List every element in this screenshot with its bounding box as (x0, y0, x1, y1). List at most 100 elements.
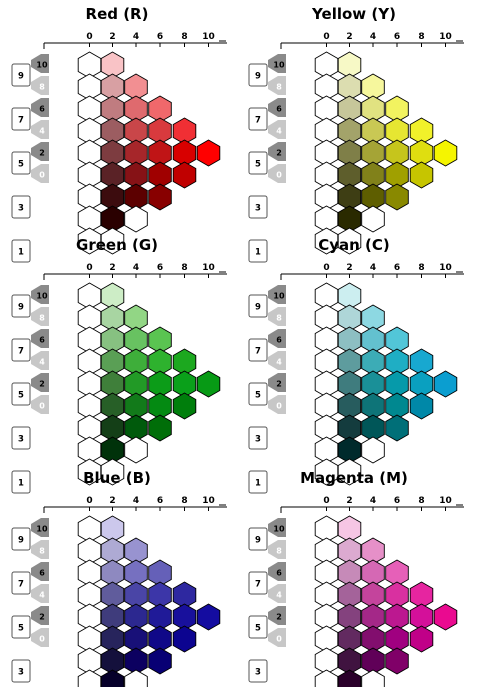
hexagon-color-swatch (172, 161, 197, 189)
hexagon-empty (124, 436, 148, 464)
scale-tick-label: 8 (418, 32, 424, 42)
hexagon-empty (337, 227, 362, 255)
hexagon-color-swatch (172, 370, 197, 398)
hexagon-color-swatch (337, 183, 362, 211)
step-box-odd (11, 63, 31, 87)
hexagon-color-swatch (409, 392, 434, 420)
step-box-odd (11, 239, 31, 263)
hexagon-color-swatch (124, 73, 148, 101)
hexagon-color-swatch (337, 95, 362, 123)
hexagon-color-swatch (433, 603, 458, 631)
step-label-even: 6 (39, 105, 45, 114)
hexagon-color-swatch (337, 139, 362, 167)
step-label-odd: 7 (255, 347, 261, 357)
hexagon-color-swatch (124, 537, 148, 565)
step-chevron-even (31, 351, 49, 370)
hexagon-color-swatch (124, 326, 148, 354)
hexagon-color-swatch (409, 139, 434, 167)
hexagon-color-swatch (100, 326, 125, 354)
step-label-odd: 3 (255, 435, 261, 445)
step-chevron-even (31, 518, 49, 537)
hexagon-color-swatch (433, 139, 458, 167)
step-box-odd (248, 571, 268, 595)
hexagon-color-swatch (433, 370, 458, 398)
hexagon-color-swatch (361, 559, 385, 587)
hexagon-color-swatch (148, 581, 172, 609)
step-label-even: 2 (276, 149, 282, 158)
hexagon-color-swatch (124, 414, 148, 442)
scale-tick-label: 6 (157, 263, 163, 273)
step-chevron-even (31, 628, 49, 647)
scale-tick-label: 10 (202, 263, 215, 273)
scale-tick-label: 4 (370, 263, 376, 273)
hexagon-color-swatch (148, 326, 172, 354)
step-label-even: 4 (39, 358, 45, 367)
hexagon-color-swatch (385, 370, 409, 398)
step-chevron-even (31, 395, 49, 414)
hexagon-color-swatch (172, 581, 197, 609)
hexagon-color-swatch (337, 559, 362, 587)
hexagon-color-swatch (148, 117, 172, 145)
hexagon-color-swatch (385, 414, 409, 442)
hexagon-color-swatch (361, 183, 385, 211)
scale-tick-label: 6 (157, 496, 163, 506)
hexagon-color-swatch (100, 183, 125, 211)
step-chevron-even (268, 54, 286, 73)
step-label-odd: 7 (255, 580, 261, 590)
step-label-odd: 7 (18, 347, 24, 357)
hexagon-color-swatch (337, 537, 362, 565)
step-label-even: 0 (39, 171, 45, 180)
hexagon-color-swatch (337, 603, 362, 631)
step-box-odd (11, 659, 31, 683)
scale-tick-label: 0 (323, 496, 329, 506)
step-box-odd (11, 338, 31, 362)
step-chevron-even (268, 584, 286, 603)
step-label-even: 4 (276, 358, 282, 367)
hexagon-empty (124, 669, 148, 691)
step-box-odd (248, 239, 268, 263)
hexagon-color-swatch (385, 625, 409, 653)
step-label-odd: 1 (18, 248, 24, 258)
hexagon-empty (100, 227, 125, 255)
step-label-odd: 5 (255, 160, 261, 170)
hexagon-color-swatch (124, 647, 148, 675)
step-chevron-even (268, 307, 286, 326)
hexagon-color-swatch (361, 392, 385, 420)
step-box-odd (11, 615, 31, 639)
hexagon-color-swatch (100, 370, 125, 398)
step-label-even: 10 (273, 525, 285, 534)
hexagon-color-swatch (409, 370, 434, 398)
step-label-odd: 5 (18, 624, 24, 634)
step-chevron-even (31, 329, 49, 348)
hexagon-color-swatch (124, 370, 148, 398)
hexagon-color-swatch (100, 205, 125, 233)
hexagon-color-swatch (100, 392, 125, 420)
step-label-odd: 1 (18, 479, 24, 489)
hexagon-empty (100, 458, 125, 486)
step-label-odd: 1 (255, 479, 261, 489)
step-chevron-even (31, 98, 49, 117)
step-box-odd (248, 659, 268, 683)
hexagon-color-swatch (361, 414, 385, 442)
step-box-odd (248, 294, 268, 318)
step-box-odd (248, 195, 268, 219)
hexagon-color-swatch (385, 95, 409, 123)
hexagon-color-swatch (100, 51, 125, 79)
step-box-odd (248, 63, 268, 87)
step-label-odd: 9 (18, 303, 24, 313)
scale-tick-label: 2 (346, 496, 352, 506)
hexagon-color-swatch (172, 348, 197, 376)
scale-tick-label: 0 (86, 496, 92, 506)
scale-tick-label: 8 (181, 32, 187, 42)
step-chevron-even (268, 395, 286, 414)
hexagon-color-swatch (409, 348, 434, 376)
scale-tick-label: 4 (370, 32, 376, 42)
scale-tick-label: 2 (346, 263, 352, 273)
scale-tick-label: 6 (394, 496, 400, 506)
scale-tick-label: 0 (86, 32, 92, 42)
hexagon-color-swatch (124, 392, 148, 420)
step-label-odd: 5 (255, 391, 261, 401)
